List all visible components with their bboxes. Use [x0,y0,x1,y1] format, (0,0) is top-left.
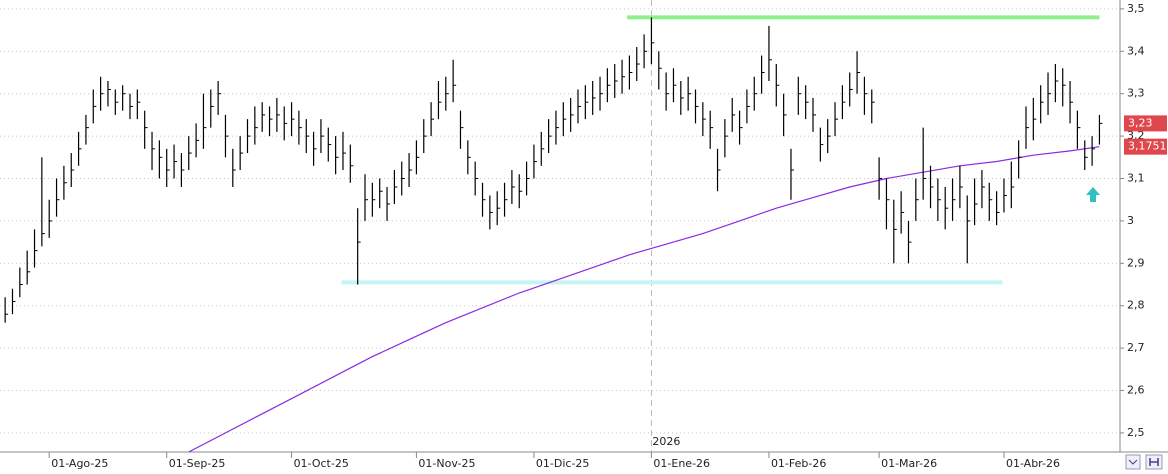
last-price-label-box [1124,115,1167,132]
ma-value-label: 3,1751 [1128,140,1167,153]
y-tick-label: 3,3 [1127,87,1145,100]
x-tick-label: 01-Oct-25 [294,457,349,470]
x-tick-label: 01-Ene-26 [653,457,710,470]
y-tick-label: 3,4 [1127,44,1145,57]
signal-arrow [1086,187,1100,202]
x-tick-label: 01-Dic-25 [536,457,590,470]
plot-area [0,0,1120,452]
x-tick-label: 01-Feb-26 [771,457,826,470]
x-tick-label: 01-Sep-25 [169,457,226,470]
scroll-button[interactable] [1125,454,1141,470]
y-tick-label: 2,5 [1127,426,1145,439]
x-tick-label: 01-Ago-25 [51,457,108,470]
y-tick-label: 3 [1127,214,1134,227]
moving-average-line [188,146,1100,452]
last-price-label: 3,23 [1128,116,1153,129]
y-tick-label: 3,5 [1127,2,1145,15]
scroll-icon [1128,459,1138,465]
hold-icon [1149,458,1159,466]
x-tick-label: 01-Nov-25 [418,457,475,470]
y-tick-label: 3,1 [1127,172,1145,185]
ma-value-label-box [1124,138,1167,155]
y-tick-label: 2,8 [1127,299,1145,312]
y-tick-label: 2,6 [1127,384,1145,397]
year-label: 2026 [652,435,680,448]
y-tick-label: 2,7 [1127,341,1145,354]
y-tick-label: 2,9 [1127,256,1145,269]
x-tick-label: 01-Mar-26 [881,457,937,470]
x-tick-label: 01-Abr-26 [1006,457,1060,470]
